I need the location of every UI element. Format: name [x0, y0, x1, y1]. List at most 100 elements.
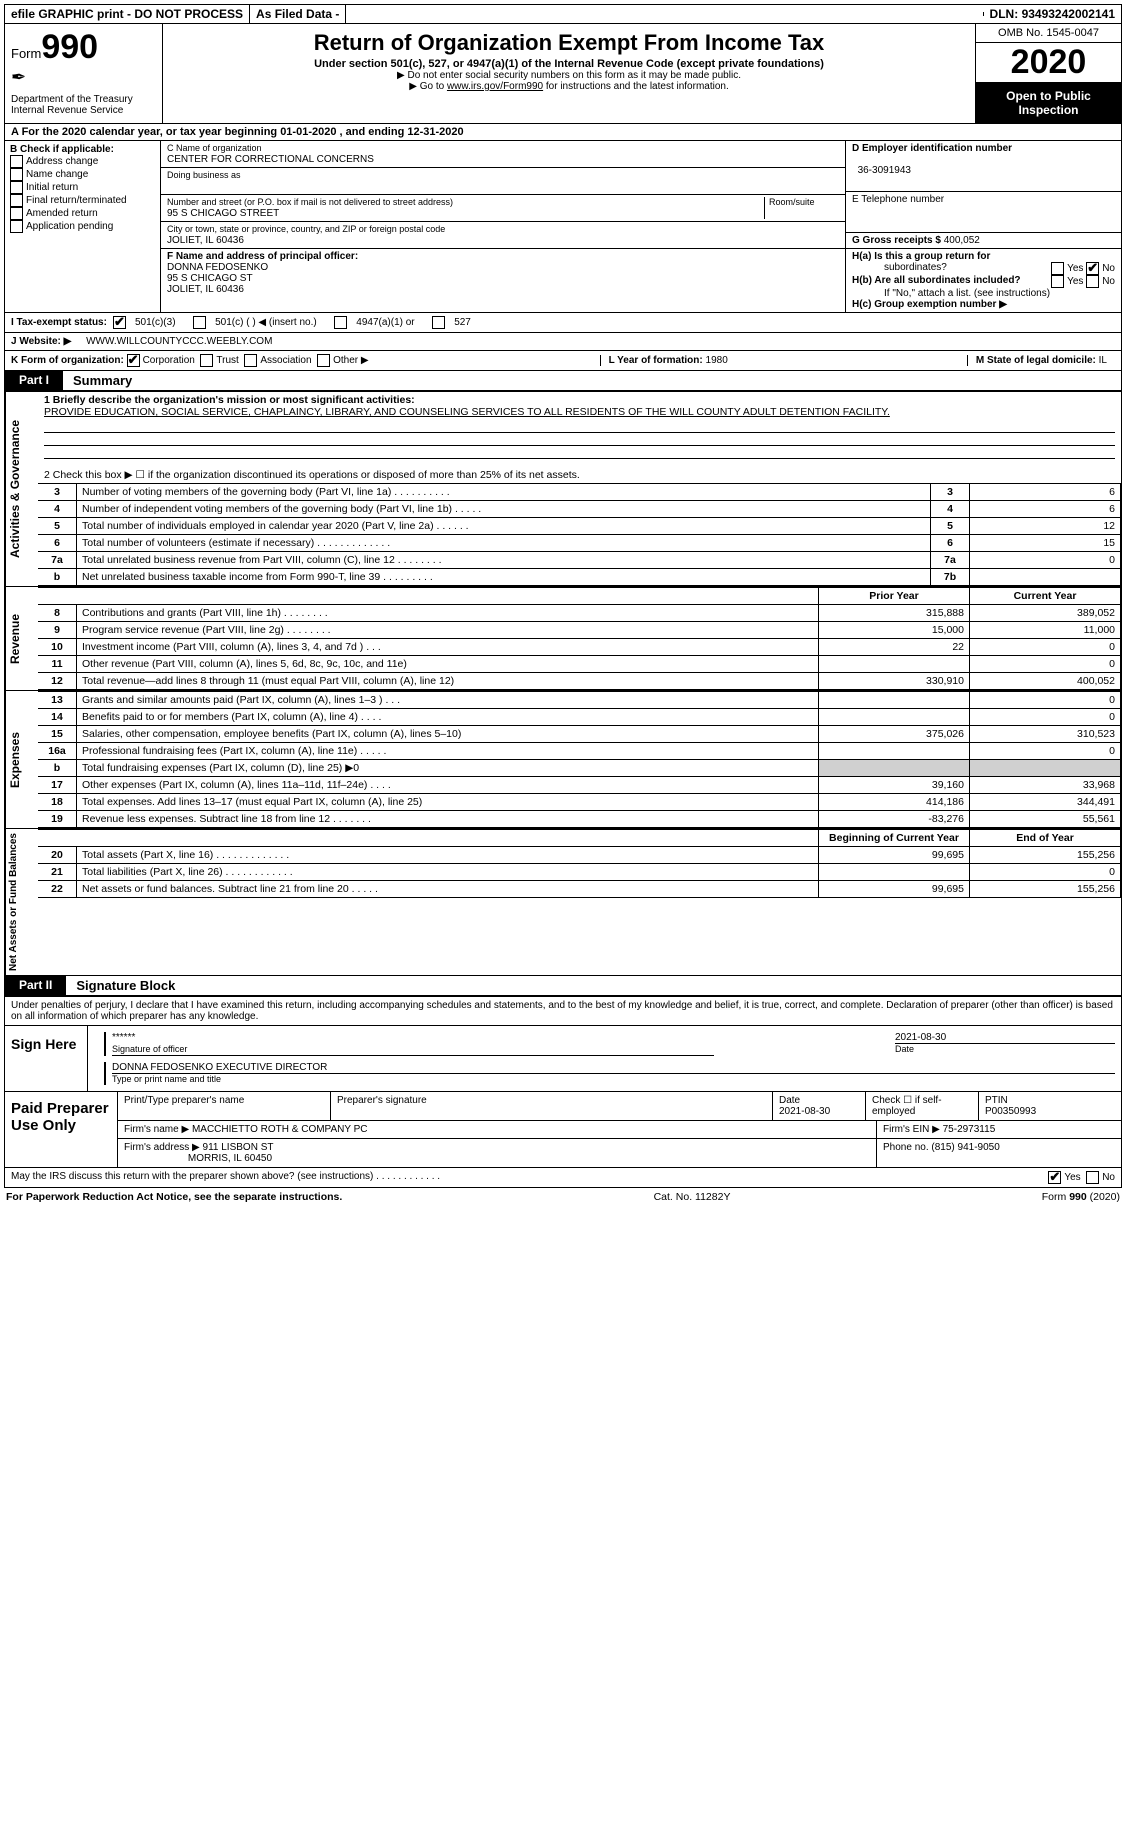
l-label: L Year of formation:: [609, 355, 703, 366]
chk-501c[interactable]: [193, 316, 206, 329]
col-b-title: B Check if applicable:: [10, 144, 155, 155]
row-j-label: J Website: ▶: [11, 336, 71, 347]
ptin-val: P00350993: [985, 1106, 1036, 1117]
ha-sub: subordinates?: [852, 262, 947, 275]
phone-cell: E Telephone number: [846, 192, 1121, 233]
hdr-prior: Prior Year: [819, 588, 970, 605]
hb-no-chk[interactable]: [1086, 275, 1099, 288]
ruled-3: [44, 446, 1115, 459]
chk-amended[interactable]: Amended return: [10, 207, 155, 220]
note-b-pre: ▶ Go to: [409, 81, 447, 92]
phone-val: (815) 941-9050: [931, 1142, 999, 1153]
p-date-val: 2021-08-30: [779, 1106, 830, 1117]
sign-here-label: Sign Here: [5, 1026, 88, 1091]
ha-yes-chk[interactable]: [1051, 262, 1064, 275]
chk-final[interactable]: Final return/terminated: [10, 194, 155, 207]
chk-pending[interactable]: Application pending: [10, 220, 155, 233]
irs-link[interactable]: www.irs.gov/Form990: [447, 81, 543, 92]
row-j: J Website: ▶ WWW.WILLCOUNTYCCC.WEEBLY.CO…: [4, 333, 1122, 351]
asfiled-label: As Filed Data -: [250, 5, 346, 23]
dln-value: 93493242002141: [1022, 7, 1115, 21]
city-label: City or town, state or province, country…: [167, 224, 445, 234]
irs-eagle-icon: ✒: [11, 67, 156, 88]
dept-label: Department of the Treasury Internal Reve…: [11, 94, 156, 116]
public-inspection: Open to Public Inspection: [976, 83, 1121, 123]
hb-note: If "No," attach a list. (see instruction…: [852, 288, 1115, 299]
room-label: Room/suite: [769, 197, 815, 207]
gross-label: G Gross receipts $: [852, 235, 941, 246]
gross-value: 400,052: [944, 235, 980, 246]
line1-label: 1 Briefly describe the organization's mi…: [44, 394, 415, 406]
form-id: Form990: [11, 28, 156, 67]
city-value: JOLIET, IL 60436: [167, 235, 244, 246]
m-value: IL: [1099, 355, 1107, 366]
sect-netassets: Net Assets or Fund Balances Beginning of…: [4, 829, 1122, 976]
chk-corp[interactable]: [127, 354, 140, 367]
vlabel-revenue: Revenue: [5, 587, 38, 690]
chk-4947[interactable]: [334, 316, 347, 329]
firm-addr1: 911 LISBON ST: [203, 1142, 274, 1153]
chk-assoc[interactable]: [244, 354, 257, 367]
p-sig-lbl: Preparer's signature: [331, 1092, 773, 1120]
tax-year: 2020: [976, 43, 1121, 83]
officer-city: JOLIET, IL 60436: [167, 284, 244, 295]
m-label: M State of legal domicile:: [976, 355, 1096, 366]
table-row: 13Grants and similar amounts paid (Part …: [38, 692, 1121, 709]
form-title: Return of Organization Exempt From Incom…: [171, 30, 967, 56]
chk-other[interactable]: [317, 354, 330, 367]
street-label: Number and street (or P.O. box if mail i…: [167, 197, 453, 207]
perjury-text: Under penalties of perjury, I declare th…: [5, 997, 1121, 1025]
table-row: 20Total assets (Part X, line 16) . . . .…: [38, 847, 1121, 864]
form-note-b: ▶ Go to www.irs.gov/Form990 for instruct…: [171, 81, 967, 92]
col-d: D Employer identification number 36-3091…: [845, 141, 1121, 312]
hb-yes-chk[interactable]: [1051, 275, 1064, 288]
chk-address[interactable]: Address change: [10, 155, 155, 168]
name-title-lbl: Type or print name and title: [112, 1074, 221, 1084]
table-row: 6Total number of volunteers (estimate if…: [38, 535, 1121, 552]
form-header: Form990 ✒ Department of the Treasury Int…: [4, 24, 1122, 124]
firm-addr2: MORRIS, IL 60450: [188, 1153, 272, 1164]
part2-tag: Part II: [5, 976, 66, 996]
hdr-end: End of Year: [970, 830, 1121, 847]
discuss-text: May the IRS discuss this return with the…: [11, 1171, 440, 1184]
ein-value: 36-3091943: [858, 165, 911, 176]
dln-label: DLN:: [990, 7, 1019, 21]
form-note-a: ▶ Do not enter social security numbers o…: [171, 70, 967, 81]
org-name-label: C Name of organization: [167, 143, 262, 153]
firm-ein: 75-2973115: [943, 1124, 996, 1135]
table-row: 8Contributions and grants (Part VIII, li…: [38, 605, 1121, 622]
table-row: 15Salaries, other compensation, employee…: [38, 726, 1121, 743]
footer-right: Form 990 (2020): [1042, 1191, 1120, 1203]
table-row: 3Number of voting members of the governi…: [38, 484, 1121, 501]
table-row: 21Total liabilities (Part X, line 26) . …: [38, 864, 1121, 881]
discuss-no-chk[interactable]: [1086, 1171, 1099, 1184]
vlabel-netassets: Net Assets or Fund Balances: [5, 829, 38, 975]
ein-label: D Employer identification number: [852, 143, 1012, 154]
chk-527[interactable]: [432, 316, 445, 329]
row-k: K Form of organization: Corporation Trus…: [4, 351, 1122, 371]
table-row: 10Investment income (Part VIII, column (…: [38, 639, 1121, 656]
ptin-cell: PTIN P00350993: [979, 1092, 1121, 1120]
chk-trust[interactable]: [200, 354, 213, 367]
table-row: 17Other expenses (Part IX, column (A), l…: [38, 777, 1121, 794]
row-i-label: I Tax-exempt status:: [11, 317, 107, 328]
discuss-yes-chk[interactable]: [1048, 1171, 1061, 1184]
ha-no-chk[interactable]: [1086, 262, 1099, 275]
omb-number: OMB No. 1545-0047: [976, 24, 1121, 43]
chk-initial[interactable]: Initial return: [10, 181, 155, 194]
firm-ein-lbl: Firm's EIN ▶: [883, 1124, 940, 1135]
table-row: 7aTotal unrelated business revenue from …: [38, 552, 1121, 569]
city-cell: City or town, state or province, country…: [161, 222, 845, 249]
chk-name[interactable]: Name change: [10, 168, 155, 181]
table-netassets: Beginning of Current Year End of Year 20…: [38, 829, 1121, 898]
col-c: C Name of organization CENTER FOR CORREC…: [161, 141, 845, 312]
org-name: CENTER FOR CORRECTIONAL CONCERNS: [167, 154, 374, 165]
efile-topbar: efile GRAPHIC print - DO NOT PROCESS As …: [4, 4, 1122, 24]
table-row: 14Benefits paid to or for members (Part …: [38, 709, 1121, 726]
chk-501c3[interactable]: [113, 316, 126, 329]
footer-left: For Paperwork Reduction Act Notice, see …: [6, 1191, 342, 1203]
hdr-curr: Current Year: [970, 588, 1121, 605]
page-footer: For Paperwork Reduction Act Notice, see …: [4, 1188, 1122, 1206]
signature-block: Under penalties of perjury, I declare th…: [4, 997, 1122, 1188]
sect-revenue: Revenue Prior Year Current Year 8Contrib…: [4, 587, 1122, 691]
